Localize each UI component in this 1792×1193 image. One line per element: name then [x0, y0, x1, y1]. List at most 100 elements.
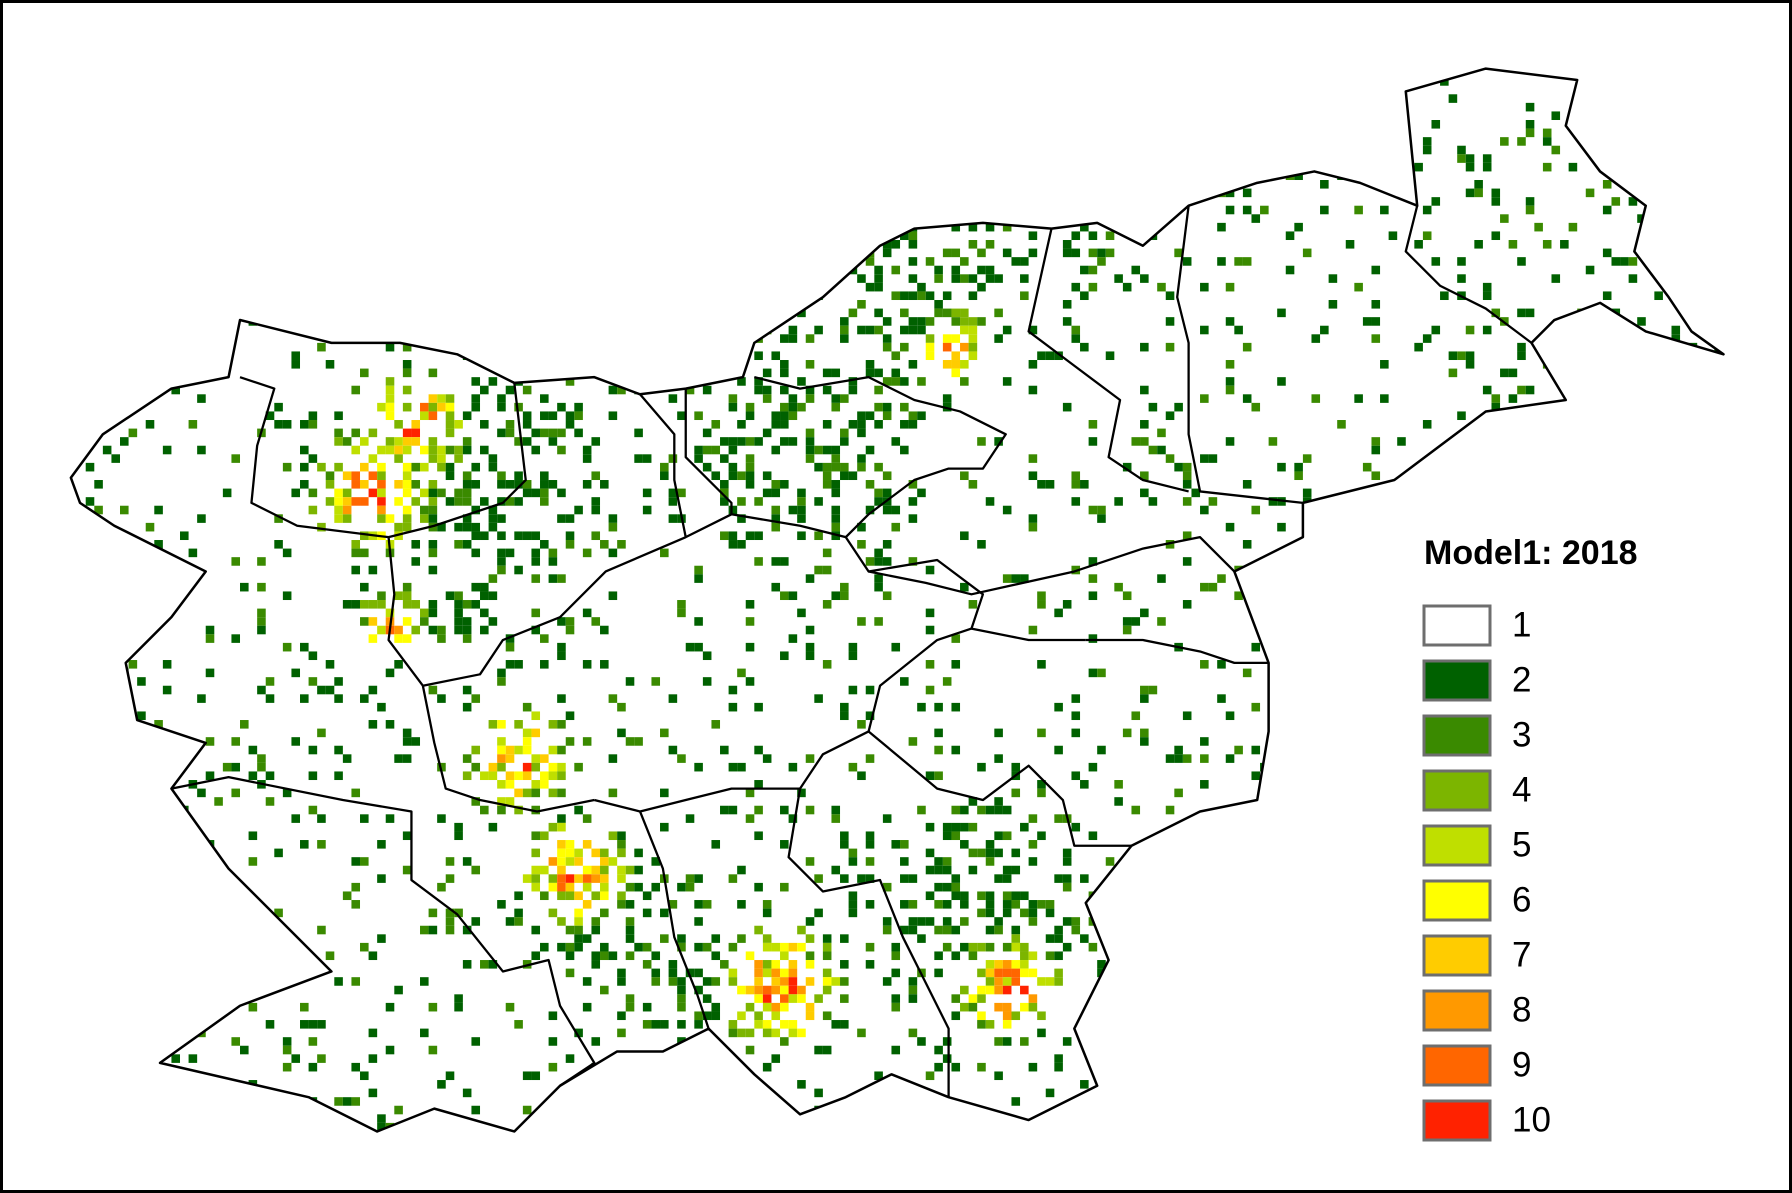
raster-cell — [925, 848, 935, 858]
raster-cell — [1174, 788, 1183, 798]
raster-cell — [1380, 394, 1389, 403]
raster-cell — [968, 342, 978, 352]
raster-cell — [762, 942, 772, 952]
raster-cell — [925, 891, 935, 901]
raster-cell — [1122, 617, 1132, 626]
raster-cell — [548, 771, 558, 781]
raster-cell — [197, 694, 206, 703]
raster-cell — [797, 788, 806, 798]
raster-cell — [985, 960, 995, 969]
raster-cell — [1371, 334, 1381, 343]
raster-cell — [617, 385, 626, 395]
raster-cell — [994, 925, 1003, 935]
raster-cell — [342, 488, 352, 498]
raster-cell — [994, 308, 1003, 318]
raster-cell — [711, 840, 721, 849]
raster-cell — [728, 968, 738, 978]
raster-cell — [822, 977, 832, 986]
raster-cell — [231, 634, 241, 643]
raster-cell — [582, 874, 592, 883]
raster-cell — [908, 257, 918, 266]
raster-cell — [377, 600, 386, 609]
raster-cell — [934, 745, 943, 755]
raster-cell — [1174, 462, 1183, 472]
raster-cell — [282, 462, 292, 472]
raster-cell — [1671, 325, 1681, 335]
raster-cell — [1080, 780, 1089, 789]
raster-cell — [437, 445, 446, 455]
raster-cell — [325, 951, 335, 961]
raster-cell — [428, 1002, 438, 1012]
raster-cell — [317, 814, 326, 823]
raster-cell — [420, 925, 429, 935]
raster-cell — [1182, 480, 1192, 489]
region-boundary — [239, 376, 527, 539]
raster-cell — [1122, 282, 1132, 292]
raster-cell — [1482, 385, 1492, 395]
raster-cell — [917, 325, 926, 335]
raster-cell — [1054, 608, 1063, 618]
raster-cell — [882, 917, 892, 926]
raster-cell — [1002, 891, 1012, 901]
raster-cell — [1302, 454, 1312, 463]
raster-cell — [274, 402, 283, 412]
raster-cell — [308, 1020, 318, 1029]
raster-cell — [728, 685, 738, 695]
raster-cell — [497, 668, 506, 678]
raster-cell — [1002, 985, 1012, 995]
raster-cell — [540, 428, 549, 438]
raster-cell — [960, 531, 969, 541]
raster-cell — [642, 960, 652, 969]
raster-cell — [497, 797, 506, 806]
raster-cell — [797, 925, 806, 935]
raster-cell — [1054, 745, 1063, 755]
raster-cell — [1054, 1062, 1063, 1072]
raster-cell — [822, 985, 832, 995]
raster-cell — [934, 702, 943, 712]
raster-cell — [951, 831, 961, 841]
raster-cell — [1354, 282, 1363, 292]
raster-cell — [1028, 625, 1038, 635]
raster-cell — [377, 874, 386, 883]
raster-cell — [754, 702, 763, 712]
raster-cell — [402, 385, 412, 395]
raster-cell — [420, 505, 429, 515]
raster-cell — [265, 797, 275, 806]
raster-cell — [1011, 1097, 1021, 1106]
raster-cell — [788, 325, 798, 335]
raster-cell — [780, 882, 789, 892]
raster-cell — [582, 1002, 592, 1012]
raster-cell — [780, 368, 789, 378]
raster-cell — [497, 548, 506, 558]
raster-cell — [582, 480, 592, 489]
raster-cell — [334, 745, 343, 755]
raster-cell — [454, 600, 463, 609]
raster-cell — [462, 960, 472, 969]
raster-cell — [625, 865, 635, 875]
raster-cell — [1157, 574, 1166, 583]
raster-cell — [917, 917, 926, 926]
raster-cell — [985, 265, 995, 275]
raster-cell — [642, 1002, 652, 1012]
region-boundary — [387, 537, 595, 813]
raster-cell — [1491, 402, 1501, 412]
raster-cell — [1054, 968, 1063, 978]
raster-cell — [745, 617, 755, 626]
raster-cell — [531, 865, 541, 875]
raster-cell — [600, 908, 609, 918]
legend-swatch — [1422, 769, 1492, 812]
raster-cell — [857, 617, 866, 626]
raster-cell — [454, 617, 463, 626]
raster-cell — [805, 642, 815, 652]
raster-cell — [882, 814, 892, 823]
raster-cell — [437, 454, 446, 463]
raster-cell — [1002, 874, 1012, 883]
raster-cell — [548, 882, 558, 892]
raster-cell — [891, 240, 901, 249]
raster-cell — [514, 891, 523, 901]
raster-cell — [908, 231, 918, 241]
raster-cell — [1011, 257, 1021, 266]
raster-cell — [574, 428, 583, 438]
raster-cell — [1114, 797, 1123, 806]
raster-cell — [694, 1020, 703, 1029]
